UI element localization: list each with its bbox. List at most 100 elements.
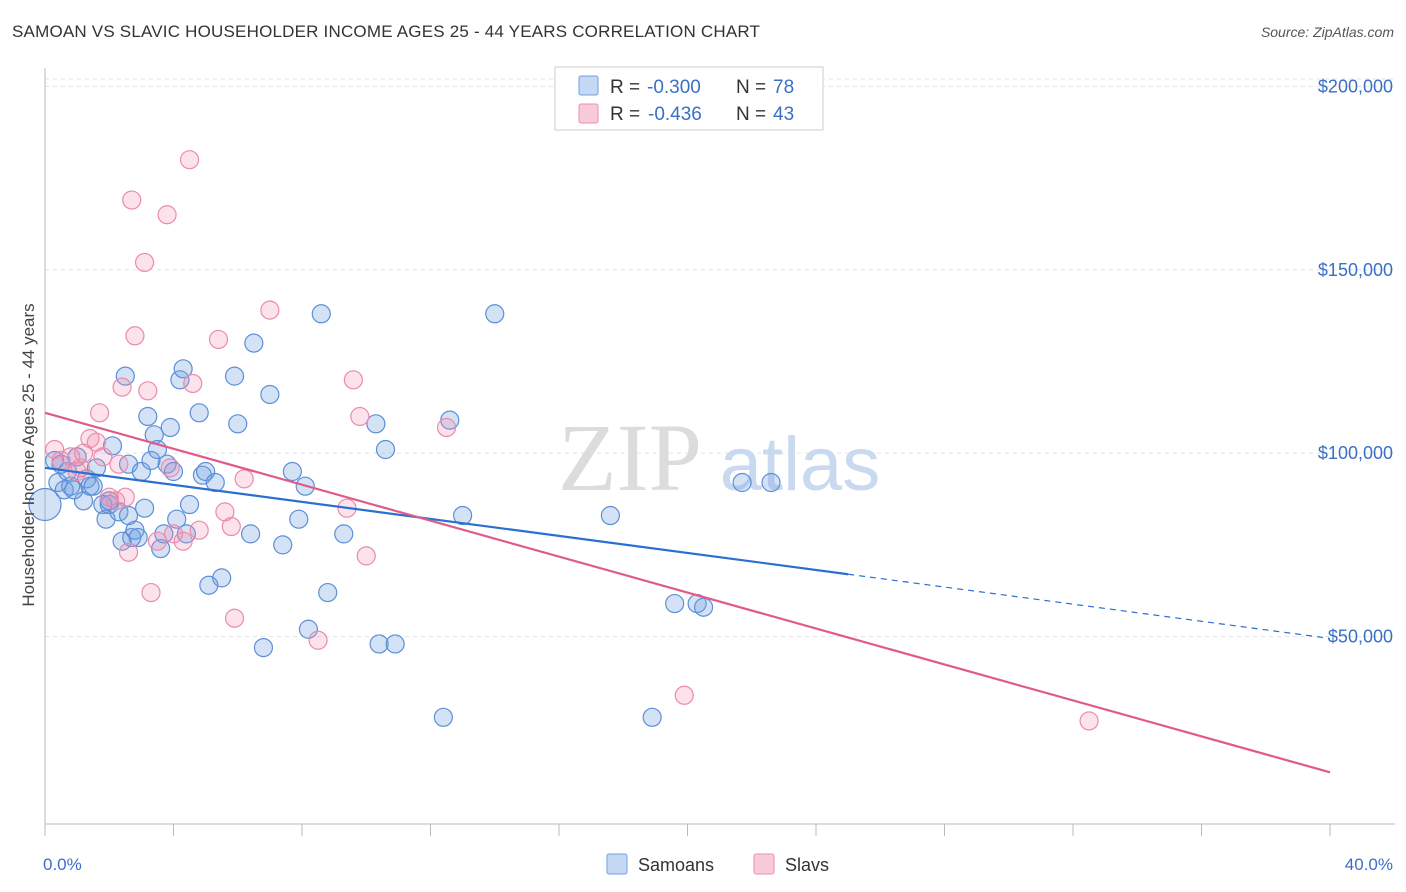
samoans-point — [118, 505, 139, 526]
slavs-point — [221, 516, 241, 537]
stats-legend-box — [554, 66, 824, 131]
bottom-legend: Samoans Slavs — [606, 853, 829, 875]
y-tick-label: $50,000 — [1328, 627, 1393, 647]
samoans-point — [199, 575, 219, 595]
samoans-point — [273, 535, 293, 555]
samoans-point — [205, 472, 225, 493]
samoans-point — [115, 366, 135, 386]
samoans-point — [93, 494, 113, 515]
slavs-point — [189, 520, 209, 540]
samoans-point — [224, 366, 245, 386]
samoans-n-value: 78 — [773, 77, 794, 98]
samoans-point — [311, 304, 331, 324]
samoans-point — [693, 597, 714, 617]
samoans-point — [433, 707, 453, 727]
slavs-legend-label: Slavs — [785, 855, 829, 875]
grid — [45, 78, 1395, 638]
chart-source: Source: ZipAtlas.com — [1260, 24, 1394, 40]
axes — [44, 68, 1395, 836]
samoans-point — [600, 505, 621, 526]
x-tick-label: 40.0% — [1345, 855, 1393, 874]
samoans-point — [48, 472, 68, 493]
samoans-point — [253, 637, 274, 658]
samoans-point — [83, 476, 103, 496]
samoans-legend-label: Samoans — [638, 855, 714, 875]
slavs-point — [260, 300, 280, 320]
samoans-point — [86, 458, 107, 478]
samoans-legend-icon — [606, 853, 628, 875]
slavs-point — [112, 377, 132, 397]
slavs-n-label: N = — [736, 104, 766, 125]
slavs-point — [179, 150, 200, 170]
samoans-r-label: R = — [610, 77, 640, 98]
samoans-point — [196, 461, 216, 482]
slavs-point — [93, 447, 113, 467]
slavs-point — [163, 524, 184, 544]
slavs-point — [674, 685, 694, 705]
slavs-point — [109, 454, 129, 474]
samoans-point — [163, 461, 184, 482]
samoans-point — [128, 527, 148, 548]
samoans-point — [260, 384, 280, 405]
samoans-point — [228, 414, 248, 434]
stats-legend: R = -0.300 N = 78 R = -0.436 N = 43 — [554, 66, 824, 131]
slavs-point — [436, 417, 457, 438]
y-tick-label: $200,000 — [1318, 76, 1393, 96]
samoans-point — [167, 509, 187, 529]
slavs-n-value: 43 — [773, 104, 794, 125]
samoans-n-label: N = — [736, 77, 766, 98]
y-tick-label: $150,000 — [1318, 260, 1393, 280]
slavs-legend-icon — [753, 853, 775, 875]
slavs-point — [173, 531, 193, 551]
slavs-point — [141, 582, 161, 603]
samoans-point — [112, 531, 132, 551]
slavs-point — [343, 370, 363, 390]
slavs-point — [208, 329, 229, 350]
y-axis-label: Householder Income Ages 25 - 44 years — [19, 303, 38, 606]
samoans-point — [160, 417, 180, 438]
samoans-point — [157, 454, 177, 474]
samoans-point — [385, 634, 405, 654]
samoans-swatch-icon — [578, 75, 599, 96]
slavs-point — [138, 381, 158, 401]
samoans-point — [369, 634, 389, 654]
slavs-point — [80, 428, 100, 449]
slavs-point — [106, 491, 126, 511]
slavs-point — [356, 546, 376, 566]
samoans-point — [366, 414, 386, 434]
samoans-point — [318, 582, 338, 603]
slavs-point — [147, 531, 168, 551]
slavs-point — [90, 403, 110, 423]
data-points — [28, 150, 1099, 731]
watermark-atlas: atlas — [720, 422, 881, 507]
watermark-zip: ZIP — [558, 404, 702, 511]
slavs-point — [134, 252, 155, 273]
samoans-point — [642, 707, 662, 727]
samoans-point — [64, 480, 84, 500]
samoans-r-value: -0.300 — [647, 77, 701, 98]
slavs-point — [45, 439, 65, 460]
x-tick-labels: 0.0% 40.0% — [43, 855, 1393, 874]
samoans-point — [67, 447, 87, 467]
slavs-r-label: R = — [610, 104, 640, 125]
samoans-point — [298, 619, 319, 639]
x-tick-label: 0.0% — [43, 855, 82, 874]
slavs-point — [99, 487, 119, 507]
samoans-point — [244, 333, 264, 353]
slavs-point — [183, 373, 203, 394]
samoans-point — [154, 524, 174, 544]
samoans-point — [102, 436, 123, 456]
samoans-point — [241, 524, 261, 544]
samoans-point — [189, 403, 209, 423]
samoans-point — [375, 439, 396, 460]
samoans-trend-line — [44, 466, 849, 576]
y-tick-labels: $50,000 $100,000 $150,000 $200,000 — [1318, 76, 1393, 646]
slavs-trend-line — [44, 411, 1331, 774]
slavs-point — [122, 190, 142, 210]
chart-title: SAMOAN VS SLAVIC HOUSEHOLDER INCOME AGES… — [12, 22, 761, 41]
slavs-point — [308, 630, 328, 650]
slavs-point — [350, 406, 370, 427]
slavs-point — [234, 469, 254, 489]
samoans-point — [453, 505, 473, 526]
